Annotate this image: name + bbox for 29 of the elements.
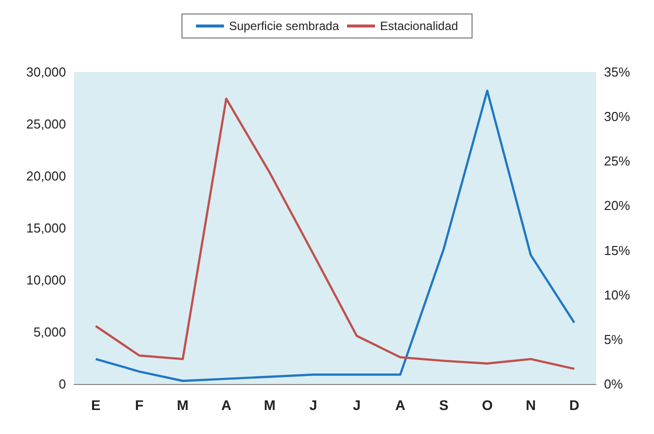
y-tick-label: 30,000 xyxy=(26,64,66,80)
y2-tick-label: 15% xyxy=(604,242,630,258)
y-tick-label: 15,000 xyxy=(26,220,66,236)
y-tick-label: 25,000 xyxy=(26,116,66,132)
y-tick-label: 20,000 xyxy=(26,168,66,184)
y2-tick-label: 25% xyxy=(604,154,630,169)
legend-label: Superficie sembrada xyxy=(228,19,340,33)
y-tick-label: 5,000 xyxy=(33,324,66,340)
x-tick-label: S xyxy=(439,397,448,413)
x-tick-label: M xyxy=(176,397,189,413)
y2-tick-label: 20% xyxy=(604,198,630,214)
y2-tick-label: 30% xyxy=(604,109,630,124)
x-tick-label: J xyxy=(309,397,318,413)
x-tick-label: J xyxy=(352,397,361,413)
legend-label: Estacionalidad xyxy=(380,19,458,33)
y-tick-label: 10,000 xyxy=(26,272,66,288)
x-tick-label: N xyxy=(526,397,536,413)
x-tick-label: O xyxy=(482,397,493,413)
y-tick-label: 0 xyxy=(58,376,66,392)
x-tick-label: M xyxy=(264,397,276,413)
x-tick-label: F xyxy=(134,397,144,413)
x-tick-label: D xyxy=(569,397,580,413)
y2-tick-label: 35% xyxy=(604,64,630,80)
y2-tick-label: 5% xyxy=(604,332,624,347)
x-tick-label: A xyxy=(221,397,232,413)
y2-tick-label: 0% xyxy=(604,376,624,392)
x-tick-label: E xyxy=(91,397,100,413)
x-tick-label: A xyxy=(395,397,406,413)
y2-tick-label: 10% xyxy=(604,287,630,302)
